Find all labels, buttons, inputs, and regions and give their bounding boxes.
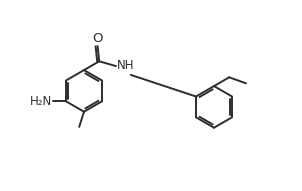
Text: O: O	[92, 32, 103, 45]
Text: H₂N: H₂N	[30, 95, 52, 108]
Text: NH: NH	[117, 59, 135, 72]
